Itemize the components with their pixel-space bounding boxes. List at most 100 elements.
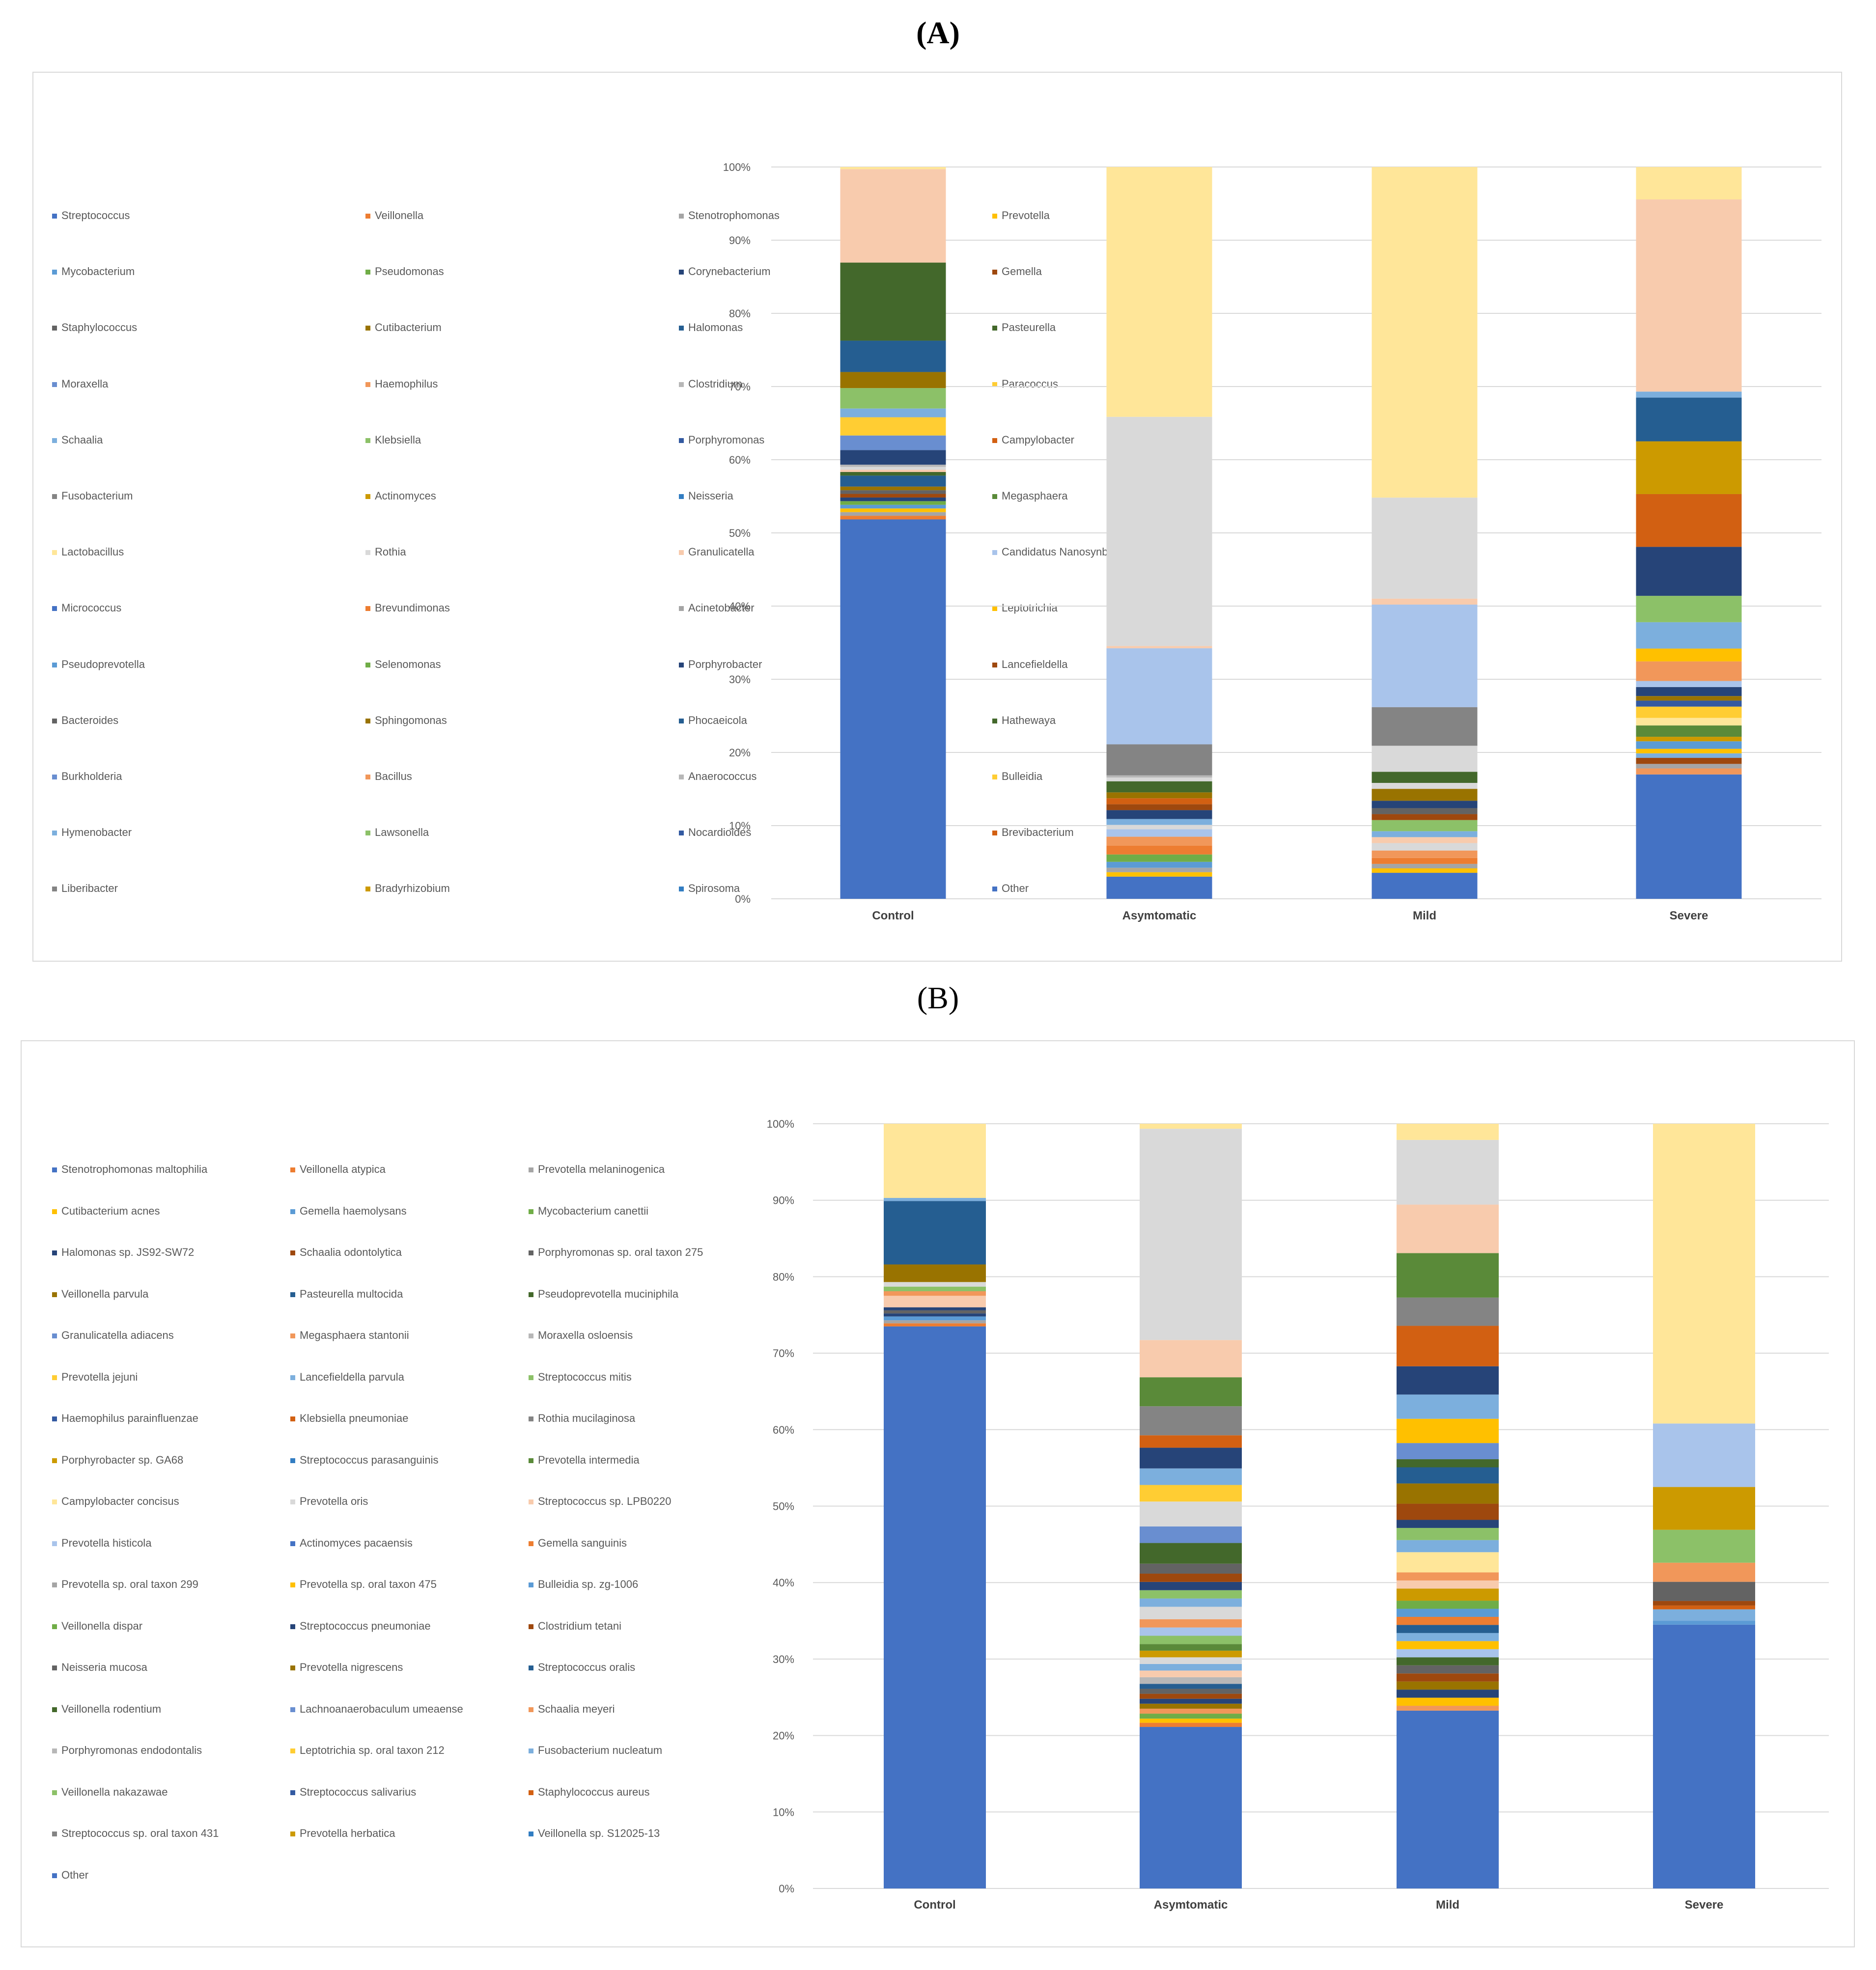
legend-item: Cutibacterium acnes bbox=[52, 1204, 160, 1217]
legend-item: Rothia bbox=[365, 547, 406, 557]
bar-segment bbox=[1397, 1601, 1499, 1609]
legend-label: Stenotrophomonas maltophilia bbox=[61, 1163, 208, 1175]
legend-label: Prevotella oris bbox=[300, 1495, 368, 1507]
y-tick-label: 90% bbox=[729, 234, 751, 247]
legend-item: Veillonella parvula bbox=[52, 1287, 149, 1300]
bar-segment bbox=[840, 472, 946, 476]
bar-segment bbox=[1636, 441, 1742, 494]
legend-item: Porphyromonas sp. oral taxon 275 bbox=[529, 1247, 703, 1258]
bar-segment bbox=[884, 1282, 986, 1287]
bar-segment bbox=[1106, 167, 1212, 417]
bar-segment bbox=[1106, 777, 1212, 781]
legend-item: Pseudoprevotella muciniphila bbox=[529, 1288, 678, 1300]
bar-segment bbox=[1653, 1582, 1755, 1601]
bar-segment bbox=[1397, 1253, 1499, 1298]
bar-segment bbox=[1636, 596, 1742, 622]
bar-segment bbox=[1397, 1625, 1499, 1633]
bar-segment bbox=[1372, 789, 1478, 801]
legend-swatch bbox=[52, 887, 57, 892]
bar-segment bbox=[1106, 648, 1212, 745]
legend-item: Prevotella melaninogenica bbox=[529, 1164, 665, 1175]
legend-item: Schaalia meyeri bbox=[529, 1703, 615, 1715]
bar-segment bbox=[840, 417, 946, 436]
legend-swatch bbox=[52, 1707, 57, 1712]
bar-segment bbox=[1140, 1698, 1242, 1704]
x-category-label: Severe bbox=[1685, 1898, 1724, 1912]
legend-label: Lancefieldella parvula bbox=[300, 1370, 404, 1383]
bar-segment bbox=[1140, 1689, 1242, 1694]
legend-swatch bbox=[52, 1167, 57, 1172]
legend-item: Pasteurella bbox=[992, 322, 1056, 333]
bar-segment bbox=[1636, 737, 1742, 742]
legend-label: Veillonella nakazawae bbox=[61, 1785, 168, 1798]
y-tick-label: 40% bbox=[729, 600, 751, 612]
legend-item: Granulicatella bbox=[679, 547, 755, 557]
bar-segment bbox=[1140, 1722, 1242, 1727]
legend-label: Nocardioides bbox=[688, 826, 752, 839]
bar-segment bbox=[1372, 820, 1478, 832]
legend-swatch bbox=[992, 326, 997, 331]
bar-segment bbox=[1653, 1562, 1755, 1582]
bar-segment bbox=[840, 435, 946, 450]
legend-item: Nocardioides bbox=[679, 827, 751, 838]
bar-segment bbox=[1372, 808, 1478, 814]
legend-swatch bbox=[52, 270, 57, 275]
legend-label: Brevundimonas bbox=[375, 602, 450, 614]
legend-item: Brevibacterium bbox=[992, 827, 1074, 838]
bar-segment bbox=[1140, 1644, 1242, 1651]
legend-swatch bbox=[290, 1624, 295, 1629]
legend-label: Streptococcus sp. LPB0220 bbox=[538, 1495, 672, 1507]
legend-swatch bbox=[679, 438, 684, 443]
legend-swatch bbox=[529, 1707, 533, 1712]
bar-segment bbox=[1372, 863, 1478, 868]
bar-segment bbox=[1653, 1124, 1755, 1424]
legend-item: Schaalia odontolytica bbox=[290, 1247, 402, 1258]
bar-segment bbox=[840, 372, 946, 388]
bar-segment bbox=[1140, 1719, 1242, 1723]
bar-segment bbox=[1397, 1609, 1499, 1617]
legend-label: Veillonella parvula bbox=[61, 1287, 149, 1300]
bar-segment bbox=[1397, 1633, 1499, 1641]
bar-segment bbox=[840, 169, 946, 263]
bar-segment bbox=[1140, 1636, 1242, 1644]
legend-item: Sphingomonas bbox=[365, 715, 447, 726]
legend-label: Porphyrobacter sp. GA68 bbox=[61, 1453, 184, 1466]
legend-item: Streptococcus parasanguinis bbox=[290, 1454, 439, 1466]
legend-swatch bbox=[52, 438, 57, 443]
legend-swatch bbox=[529, 1250, 533, 1255]
legend-item: Gemella haemolysans bbox=[290, 1205, 407, 1217]
legend-swatch bbox=[52, 1790, 57, 1795]
bar-segment bbox=[840, 512, 946, 516]
bar-segment bbox=[1372, 604, 1478, 707]
legend-swatch bbox=[529, 1209, 533, 1214]
legend-item: Actinomyces pacaensis bbox=[290, 1537, 413, 1549]
bar-segment bbox=[840, 470, 946, 472]
legend-swatch bbox=[529, 1748, 533, 1753]
bar-segment bbox=[1106, 872, 1212, 877]
bar-segment bbox=[1140, 1657, 1242, 1664]
legend-label: Stenotrophomonas bbox=[688, 209, 780, 222]
legend-item: Prevotella bbox=[992, 210, 1050, 221]
bar-segment bbox=[1397, 1204, 1499, 1253]
legend-item: Klebsiella bbox=[365, 434, 421, 445]
legend-item: Streptococcus salivarius bbox=[290, 1786, 416, 1798]
bar-segment bbox=[1372, 831, 1478, 837]
legend-label: Veillonella rodentium bbox=[61, 1702, 162, 1715]
legend-swatch bbox=[679, 606, 684, 611]
legend-label: Cutibacterium acnes bbox=[61, 1204, 160, 1217]
bar-segment bbox=[1636, 749, 1742, 753]
bar-segment bbox=[1140, 1684, 1242, 1689]
bar-segment bbox=[1106, 854, 1212, 862]
legend-swatch bbox=[52, 1831, 57, 1836]
y-tick-label: 50% bbox=[773, 1500, 794, 1513]
legend-item: Micrococcus bbox=[52, 603, 121, 613]
legend-label: Prevotella intermedia bbox=[538, 1453, 640, 1466]
bar-segment bbox=[1636, 397, 1742, 442]
y-tick-label: 20% bbox=[773, 1730, 794, 1742]
legend-swatch bbox=[290, 1499, 295, 1504]
legend-label: Staphylococcus aureus bbox=[538, 1785, 650, 1798]
bar-segment bbox=[1372, 772, 1478, 783]
bar-segment bbox=[884, 1313, 986, 1317]
legend-item: Klebsiella pneumoniae bbox=[290, 1413, 408, 1424]
legend-item: Neisseria mucosa bbox=[52, 1662, 147, 1673]
